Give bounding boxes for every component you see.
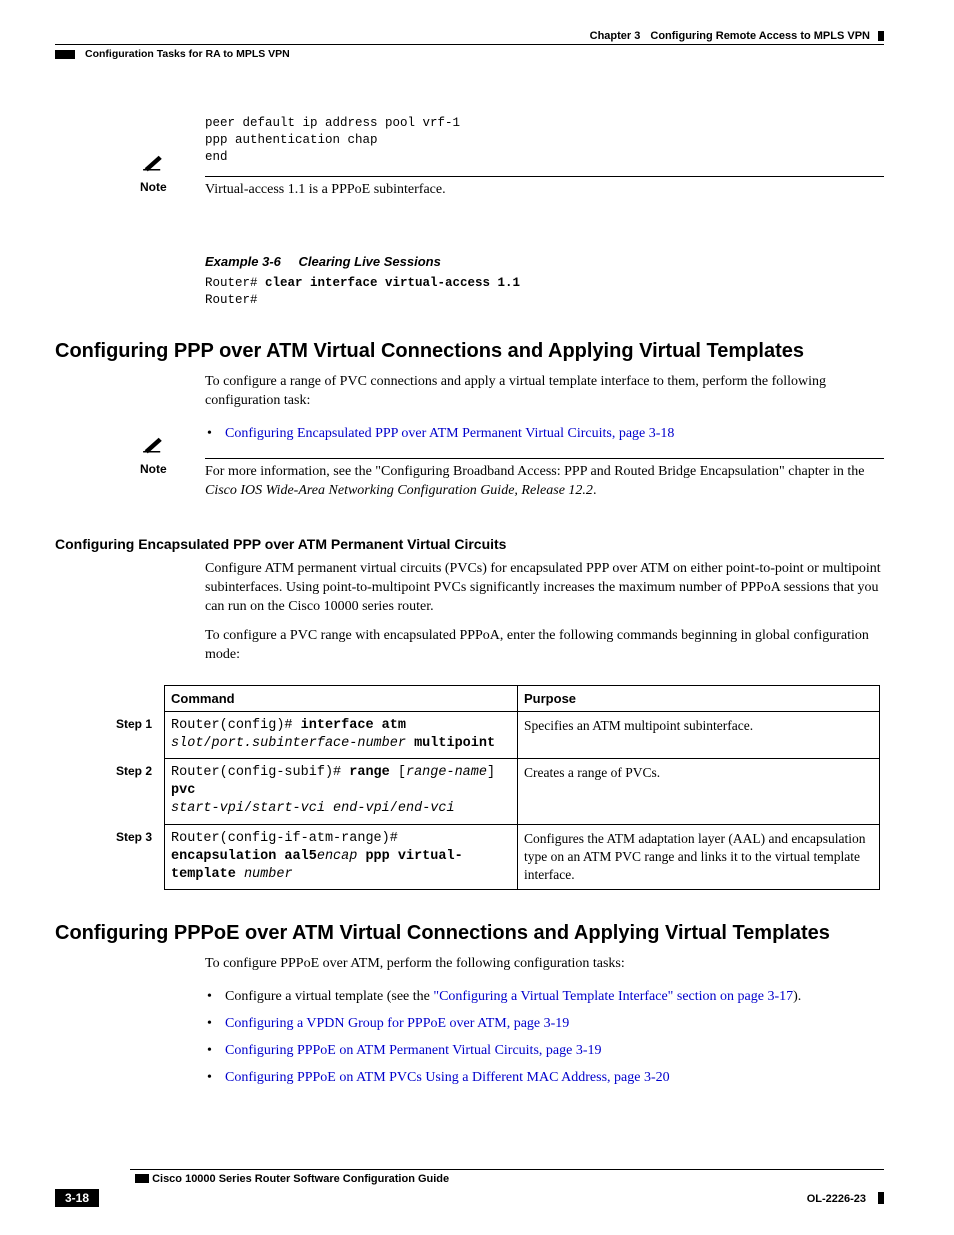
list-item: Configuring Encapsulated PPP over ATM Pe… bbox=[205, 425, 884, 444]
purpose-cell: Specifies an ATM multipoint subinterface… bbox=[518, 711, 880, 758]
cross-ref-link[interactable]: "Configuring a Virtual Template Interfac… bbox=[433, 989, 793, 1004]
example-number: Example 3-6 bbox=[205, 254, 281, 269]
step-label: Step 2 bbox=[110, 758, 165, 824]
running-header: Chapter 3 Configuring Remote Access to M… bbox=[55, 30, 884, 42]
code-command: clear interface virtual-access 1.1 bbox=[265, 276, 520, 290]
command-cell: Router(config-subif)# range [range-name]… bbox=[165, 758, 518, 824]
cross-ref-link[interactable]: Configuring PPPoE on ATM Permanent Virtu… bbox=[225, 1043, 602, 1058]
subheader-text: Configuration Tasks for RA to MPLS VPN bbox=[85, 48, 290, 60]
command-cell: Router(config-if-atm-range)# encapsulati… bbox=[165, 824, 518, 890]
footer-rule bbox=[130, 1169, 884, 1170]
note-label: Note bbox=[140, 180, 205, 194]
body-paragraph: Configure ATM permanent virtual circuits… bbox=[205, 560, 884, 617]
col-purpose: Purpose bbox=[518, 685, 880, 711]
section-heading: Configuring PPPoE over ATM Virtual Conne… bbox=[55, 922, 884, 945]
footer-bar-icon bbox=[878, 1192, 884, 1204]
doc-id-wrap: OL-2226-23 bbox=[807, 1189, 884, 1207]
page: Chapter 3 Configuring Remote Access to M… bbox=[0, 0, 954, 1235]
list-item: Configuring PPPoE on ATM PVCs Using a Di… bbox=[205, 1069, 884, 1088]
table-header-row: Command Purpose bbox=[110, 685, 880, 711]
body-paragraph: To configure a PVC range with encapsulat… bbox=[205, 627, 884, 665]
note-icon-col: Note bbox=[140, 151, 205, 194]
example-caption: Clearing Live Sessions bbox=[299, 254, 441, 269]
cross-ref-link[interactable]: Configuring Encapsulated PPP over ATM Pe… bbox=[225, 426, 674, 441]
note-rule bbox=[205, 458, 884, 459]
running-subheader: Configuration Tasks for RA to MPLS VPN bbox=[55, 44, 884, 60]
note-block: Note For more information, see the "Conf… bbox=[140, 458, 884, 506]
bullet-list: Configuring Encapsulated PPP over ATM Pe… bbox=[205, 425, 884, 444]
cross-ref-link[interactable]: Configuring a VPDN Group for PPPoE over … bbox=[225, 1016, 569, 1031]
section-heading: Configuring PPP over ATM Virtual Connect… bbox=[55, 340, 884, 363]
header-chapter: Chapter 3 bbox=[590, 30, 641, 42]
footer-bar-icon bbox=[135, 1174, 149, 1183]
example-code: Router# clear interface virtual-access 1… bbox=[205, 275, 884, 309]
body-paragraph: To configure PPPoE over ATM, perform the… bbox=[205, 955, 884, 974]
step-label: Step 3 bbox=[110, 824, 165, 890]
pencil-note-icon bbox=[140, 151, 168, 173]
note-text: Virtual-access 1.1 is a PPPoE subinterfa… bbox=[205, 181, 446, 200]
pencil-note-icon bbox=[140, 433, 168, 455]
col-step bbox=[110, 685, 165, 711]
subheader-bar-icon bbox=[55, 50, 75, 59]
purpose-cell: Creates a range of PVCs. bbox=[518, 758, 880, 824]
note-label: Note bbox=[140, 462, 205, 476]
footer-guide-title: Cisco 10000 Series Router Software Confi… bbox=[135, 1173, 884, 1185]
doc-id: OL-2226-23 bbox=[807, 1193, 866, 1205]
table-row: Step 1 Router(config)# interface atmslot… bbox=[110, 711, 880, 758]
code-block: peer default ip address pool vrf-1 ppp a… bbox=[205, 115, 884, 166]
subsection-heading: Configuring Encapsulated PPP over ATM Pe… bbox=[55, 536, 884, 552]
note-text: For more information, see the "Configuri… bbox=[205, 463, 884, 501]
header-bar-icon bbox=[878, 31, 884, 41]
code-prompt: Router# bbox=[205, 293, 258, 307]
code-prompt: Router# bbox=[205, 276, 265, 290]
body-paragraph: To configure a range of PVC connections … bbox=[205, 373, 884, 411]
note-rule bbox=[205, 176, 884, 177]
purpose-cell: Configures the ATM adaptation layer (AAL… bbox=[518, 824, 880, 890]
page-footer: Cisco 10000 Series Router Software Confi… bbox=[55, 1169, 884, 1207]
header-title: Configuring Remote Access to MPLS VPN bbox=[650, 30, 870, 42]
list-item: Configure a virtual template (see the "C… bbox=[205, 988, 884, 1007]
example-title: Example 3-6 Clearing Live Sessions bbox=[205, 254, 884, 269]
page-number-badge: 3-18 bbox=[55, 1189, 99, 1207]
table-row: Step 3 Router(config-if-atm-range)# enca… bbox=[110, 824, 880, 890]
list-item: Configuring a VPDN Group for PPPoE over … bbox=[205, 1015, 884, 1034]
bullet-list: Configure a virtual template (see the "C… bbox=[205, 988, 884, 1088]
config-table: Command Purpose Step 1 Router(config)# i… bbox=[110, 685, 880, 891]
col-command: Command bbox=[165, 685, 518, 711]
note-icon-col: Note bbox=[140, 433, 205, 476]
command-cell: Router(config)# interface atmslot/port.s… bbox=[165, 711, 518, 758]
note-block: Note Virtual-access 1.1 is a PPPoE subin… bbox=[140, 176, 884, 224]
step-label: Step 1 bbox=[110, 711, 165, 758]
list-item: Configuring PPPoE on ATM Permanent Virtu… bbox=[205, 1042, 884, 1061]
table-row: Step 2 Router(config-subif)# range [rang… bbox=[110, 758, 880, 824]
book-title: Cisco IOS Wide-Area Networking Configura… bbox=[205, 483, 593, 498]
cross-ref-link[interactable]: Configuring PPPoE on ATM PVCs Using a Di… bbox=[225, 1070, 670, 1085]
